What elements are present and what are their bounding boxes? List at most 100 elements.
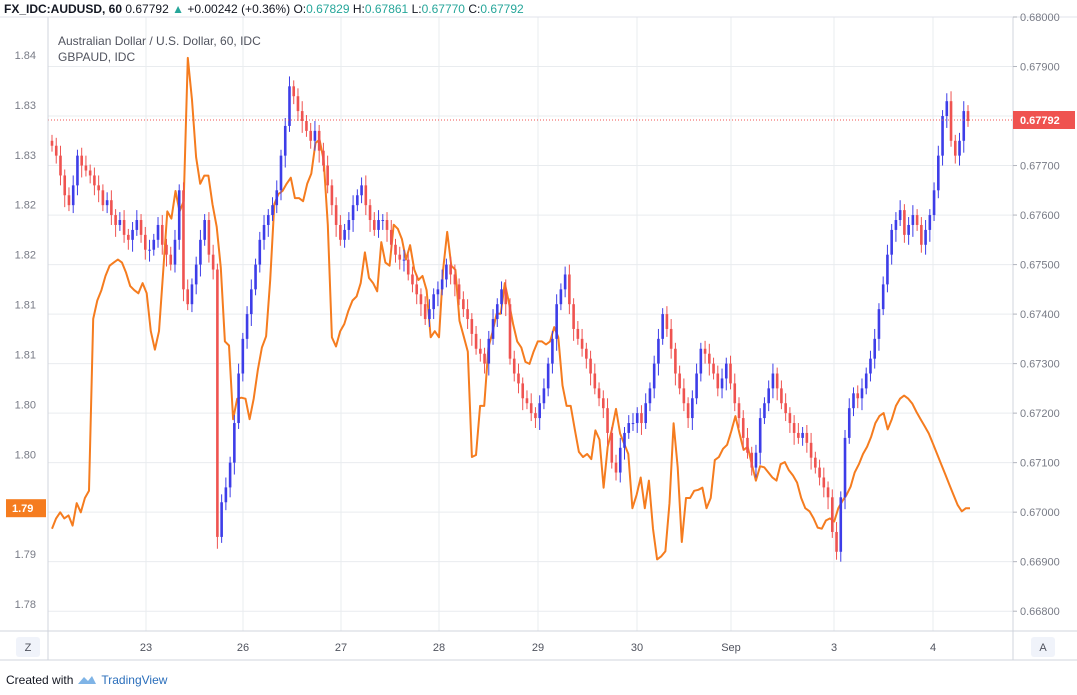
candle-body [152, 239, 156, 250]
left-tick-label: 1.80 [15, 399, 36, 411]
candle-body [245, 314, 249, 339]
candle-body [203, 220, 206, 240]
candle-body [165, 244, 168, 255]
time-tick-label: 26 [237, 642, 249, 654]
candle-body [792, 423, 796, 433]
candle-body [292, 86, 296, 97]
candle-body [712, 363, 715, 374]
candle-body [305, 120, 308, 131]
candle-body [708, 353, 711, 364]
auto-scale-button[interactable] [1031, 637, 1055, 657]
candle-body [691, 398, 694, 419]
candle-body [674, 348, 677, 374]
auto-scale-button-label[interactable]: A [1039, 642, 1047, 654]
candle-body [818, 467, 821, 478]
candle-body [801, 432, 804, 438]
candle-body [500, 289, 503, 305]
candle-body [941, 116, 944, 156]
candle-body [869, 358, 872, 374]
candle-body [131, 229, 134, 240]
candle-body [347, 220, 351, 230]
open-label: O: [293, 2, 307, 16]
candle-body [262, 224, 266, 240]
compare-series-legend[interactable]: GBPAUD, IDC [58, 50, 136, 64]
candle-body [699, 348, 703, 374]
candle-body [585, 348, 588, 359]
candle-body [80, 155, 83, 166]
candle-body [652, 363, 656, 389]
candle-body [915, 215, 919, 225]
candle-body [474, 333, 478, 349]
candle-body [724, 363, 728, 379]
candle-body [356, 195, 359, 206]
right-tick-label: 0.67700 [1020, 161, 1060, 173]
candle-body [847, 408, 851, 438]
close-value: 0.67792 [480, 2, 524, 16]
main-series-legend[interactable]: Australian Dollar / U.S. Dollar, 60, IDC [58, 34, 261, 48]
candle-body [84, 165, 88, 171]
candle-body [754, 452, 758, 468]
candle-body [372, 220, 376, 230]
candle-body [924, 229, 927, 245]
log-scale-button-label[interactable]: Z [25, 642, 32, 654]
candle-body [881, 284, 885, 310]
candle-body [415, 284, 419, 295]
footer: Created with TradingView [6, 673, 167, 687]
candle-body [88, 170, 92, 176]
tradingview-link[interactable]: TradingView [101, 673, 168, 687]
candle-body [741, 418, 745, 438]
candle-body [394, 244, 397, 255]
candle-body [127, 234, 130, 240]
left-price-axis[interactable]: 1.84 1.83 1.83 1.82 1.82 1.81 1.81 1.80 1.80 1.79… [15, 50, 36, 611]
left-tick-label: 1.81 [15, 300, 36, 312]
candle-body [958, 140, 961, 156]
time-tick-label: 29 [532, 642, 544, 654]
candle-body [932, 190, 936, 216]
candle-body [186, 289, 190, 305]
candle-body [737, 403, 741, 419]
candle-body [271, 205, 274, 216]
candle-body [538, 403, 541, 419]
candle-body [487, 338, 491, 364]
candle-body [428, 309, 431, 320]
last-price-badge-label: 0.67792 [1020, 115, 1060, 127]
log-scale-button[interactable] [16, 637, 40, 657]
candle-body [529, 403, 533, 414]
candle-body [508, 304, 512, 359]
candle-body [949, 101, 953, 141]
candle-body [920, 224, 923, 245]
candle-body [758, 418, 762, 453]
left-tick-label: 1.78 [15, 599, 36, 611]
candle-body [665, 314, 669, 329]
candle-body [317, 130, 321, 151]
candle-body [402, 259, 406, 261]
candle-body [322, 150, 325, 166]
symbol-name[interactable]: FX_IDC:AUDUSD, 60 [4, 2, 123, 16]
candle-body [334, 205, 338, 225]
candle-body [703, 348, 707, 354]
candle-body [330, 185, 334, 206]
time-axis[interactable]: 23 26 27 28 29 30 Sep 3 4 [140, 642, 936, 654]
candle-body [601, 398, 605, 409]
candle-body [419, 294, 423, 305]
high-value: 0.67861 [364, 2, 409, 16]
time-tick-label: 23 [140, 642, 152, 654]
candle-body [54, 145, 58, 156]
candle-body [733, 383, 737, 404]
candle-body [114, 215, 117, 225]
candle-body [326, 165, 329, 186]
last-price-badge [1013, 110, 1075, 129]
symbol-header: FX_IDC:AUDUSD, 60 0.67792 ▲ +0.00242 (+0… [4, 2, 524, 16]
candle-body [894, 220, 898, 230]
candle-body [182, 190, 185, 290]
candle-body [826, 487, 830, 498]
candle-body [750, 452, 754, 468]
candle-body [576, 328, 580, 339]
candle-body [50, 140, 54, 146]
right-price-axis[interactable]: 0.680000.679000.678000.677000.676000.675… [1013, 12, 1060, 618]
candle-body [614, 462, 618, 473]
candle-body [495, 304, 499, 320]
candle-body [453, 274, 457, 285]
